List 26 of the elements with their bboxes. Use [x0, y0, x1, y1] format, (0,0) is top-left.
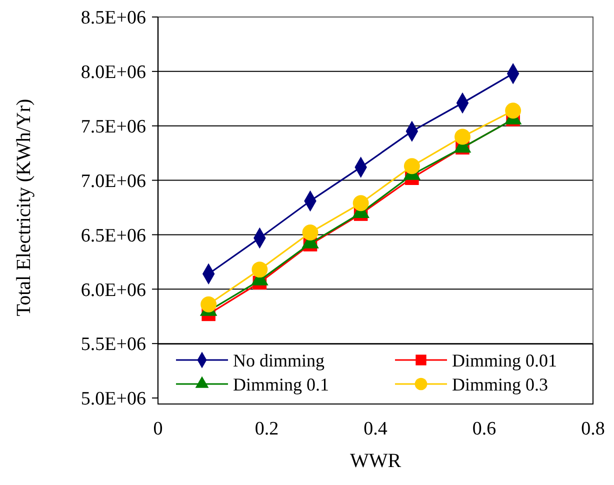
y-axis-title: Total Electricity (KWh/Yr) — [13, 98, 35, 316]
legend-label: No dimming — [233, 350, 325, 370]
y-tick-label: 8.0E+06 — [80, 62, 146, 84]
point — [200, 296, 217, 312]
x-tick-label: 0.4 — [364, 418, 388, 440]
legend-label: Dimming 0.1 — [233, 374, 330, 394]
y-tick-label: 6.0E+06 — [80, 280, 146, 301]
point — [454, 128, 470, 145]
legend-label: Dimming 0.01 — [452, 350, 558, 370]
y-tick-label: 8.5E+06 — [80, 8, 146, 29]
y-tick-label: 7.0E+06 — [80, 170, 146, 192]
x-axis-title: WWR — [350, 450, 402, 472]
x-tick-label: 0.8 — [581, 418, 605, 440]
y-tick-label: 7.5E+06 — [80, 116, 146, 138]
point — [352, 195, 369, 212]
legend-label: Dimming 0.3 — [452, 374, 548, 394]
x-tick-label: 0.2 — [254, 418, 279, 440]
point — [404, 158, 420, 174]
y-tick-label: 5.5E+06 — [80, 334, 146, 356]
point — [302, 224, 318, 240]
point — [252, 262, 268, 278]
point — [505, 102, 522, 119]
y-tick-label: 5.0E+06 — [80, 388, 146, 410]
x-tick-label: 0.6 — [472, 418, 496, 440]
y-tick-label: 6.5E+06 — [80, 225, 146, 246]
x-tick-label: 0 — [153, 418, 163, 440]
